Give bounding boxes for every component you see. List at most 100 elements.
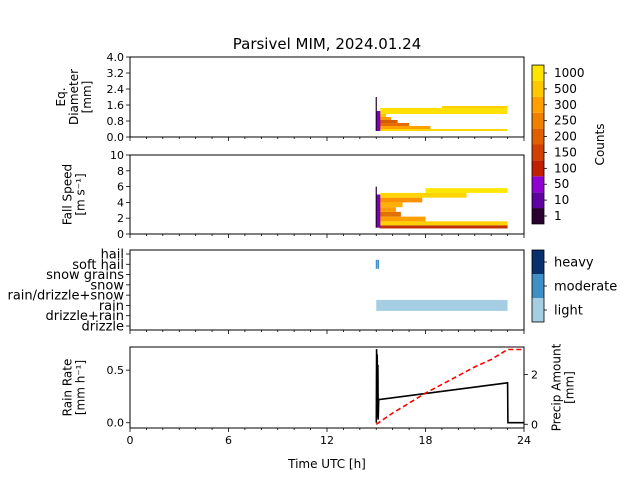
- colorbar-segment: [532, 192, 544, 209]
- heatmap-cell: [425, 188, 508, 193]
- precip-type-cell: [377, 259, 380, 269]
- y-axis-label-line: Diameter: [67, 69, 81, 125]
- y-tick-label: 6: [117, 181, 124, 194]
- y-axis-label-line: [mm]: [563, 371, 577, 404]
- colorbar-tick-label: 10: [554, 193, 569, 207]
- x-tick-label: 0: [127, 434, 134, 447]
- intensity-segment: [532, 250, 544, 274]
- heatmap-cell: [379, 216, 426, 222]
- category-label: rain: [99, 299, 124, 314]
- precip-type-frame: [129, 249, 525, 331]
- colorbar-segment: [532, 176, 544, 193]
- heatmap-cell: [379, 126, 431, 129]
- y-axis-label-line: [mm]: [80, 81, 94, 114]
- diameter-panel: 0.0 0.8 1.6 2.4 3.2 4.0 Eq.Diameter[mm]: [54, 51, 525, 144]
- heatmap-cell: [379, 211, 401, 217]
- precip-amount-line: [375, 348, 524, 425]
- rain-rate-line: [375, 349, 524, 424]
- x-tick-label: 24: [517, 434, 531, 447]
- heatmap-cell-low: [376, 194, 381, 228]
- colorbar-segment: [532, 128, 544, 145]
- intensity-label: moderate: [554, 280, 617, 295]
- right-y-tick-label: 2: [531, 368, 538, 381]
- category-label: soft hail: [72, 258, 124, 273]
- y-axis-label-line: Fall Speed: [61, 164, 75, 225]
- colorbar-tick-label: 1: [554, 209, 562, 223]
- y-tick-label: 10: [110, 149, 124, 162]
- colorbar-tick-label: 100: [554, 161, 577, 175]
- y-tick-label: 8: [117, 165, 124, 178]
- intensity-segment: [532, 274, 544, 298]
- heatmap-cell: [379, 117, 392, 120]
- diameter-frame: [129, 56, 525, 138]
- y-tick-label: 0.8: [107, 115, 125, 128]
- heatmap-cell: [441, 106, 508, 108]
- heatmap-cell-low: [376, 111, 381, 131]
- colorbar-tick-label: 300: [554, 98, 577, 112]
- heatmap-cell: [379, 197, 423, 203]
- precip-type-cell: [376, 299, 508, 311]
- intensity-segment: [532, 298, 544, 322]
- heatmap-cell: [379, 207, 396, 212]
- right-y-tick-label: 0: [531, 418, 538, 431]
- colorbar-tick-label: 1000: [554, 66, 585, 80]
- colorbar-tick-label: 500: [554, 82, 577, 96]
- y-axis-label: Precip Amount[mm]: [550, 343, 577, 431]
- heatmap-cell: [380, 192, 467, 198]
- rain-rate-panel: 0.0 0.5 0 2 0 6 12 18 24 Rain Rate[mm h⁻¹] Precip …: [61, 343, 577, 447]
- y-tick-label: 0.0: [107, 131, 125, 144]
- heatmap-cell: [379, 225, 508, 229]
- x-tick-label: 12: [320, 434, 334, 447]
- heatmap-cell: [379, 114, 387, 117]
- colorbar-frame: [531, 64, 545, 225]
- colorbar-segment: [532, 160, 544, 177]
- intensity-label: light: [554, 304, 583, 319]
- intensity-frame: [531, 249, 545, 323]
- figure-title: Parsivel MIM, 2024.01.24: [233, 35, 421, 53]
- y-axis-label: Eq.Diameter[mm]: [54, 69, 94, 125]
- y-axis-label-line: Eq.: [54, 87, 68, 106]
- x-axis-label: Time UTC [h]: [287, 457, 366, 471]
- intensity-label: heavy: [554, 256, 594, 271]
- colorbar-segment: [532, 80, 544, 97]
- y-axis-label-line: [m s⁻¹]: [74, 173, 88, 215]
- heatmap-cell: [379, 123, 410, 126]
- x-tick-label: 18: [419, 434, 433, 447]
- colorbar-segment: [532, 65, 544, 81]
- colorbar-tick-label: 250: [554, 114, 577, 128]
- heatmap-cell: [379, 202, 403, 208]
- y-tick-label: 0.0: [107, 417, 125, 430]
- rain-rate-frame: [129, 346, 525, 429]
- y-tick-label: 0: [117, 228, 124, 241]
- colorbar-segment: [532, 112, 544, 129]
- category-label: snow: [90, 278, 124, 293]
- y-tick-label: 1.6: [107, 99, 125, 112]
- colorbar-tick-label: 150: [554, 145, 577, 159]
- y-tick-label: 3.2: [107, 67, 125, 80]
- y-tick-label: 0.5: [107, 364, 125, 377]
- colorbar-segment: [532, 208, 544, 224]
- y-tick-label: 4: [117, 196, 124, 209]
- precip-type-panel: drizzledrizzle+rainrainrain/drizzle+snow…: [8, 248, 525, 335]
- y-axis-label-line: [mm h⁻¹]: [74, 360, 88, 415]
- y-tick-label: 4.0: [107, 51, 125, 64]
- y-axis-label: Fall Speed[m s⁻¹]: [61, 164, 88, 225]
- heatmap-cell: [379, 221, 508, 226]
- y-axis-label: Rain Rate[mm h⁻¹]: [61, 359, 88, 417]
- colorbar-label: Counts: [593, 124, 607, 166]
- category-label: hail: [101, 248, 124, 263]
- fall-speed-panel: 0 2 4 6 8 10 Fall Speed[m s⁻¹]: [61, 149, 525, 241]
- y-tick-label: 2.4: [107, 83, 125, 96]
- category-label: drizzle: [82, 320, 124, 335]
- heatmap-cell: [380, 108, 508, 114]
- heatmap-cell: [379, 120, 398, 123]
- category-label: rain/drizzle+snow: [8, 289, 125, 304]
- colorbar-tick-label: 200: [554, 130, 577, 144]
- y-tick-label: 2: [117, 212, 124, 225]
- category-label: snow grains: [46, 268, 124, 283]
- category-label: drizzle+rain: [45, 309, 124, 324]
- precip-type-cell: [375, 259, 378, 269]
- heatmap-cell: [380, 129, 508, 131]
